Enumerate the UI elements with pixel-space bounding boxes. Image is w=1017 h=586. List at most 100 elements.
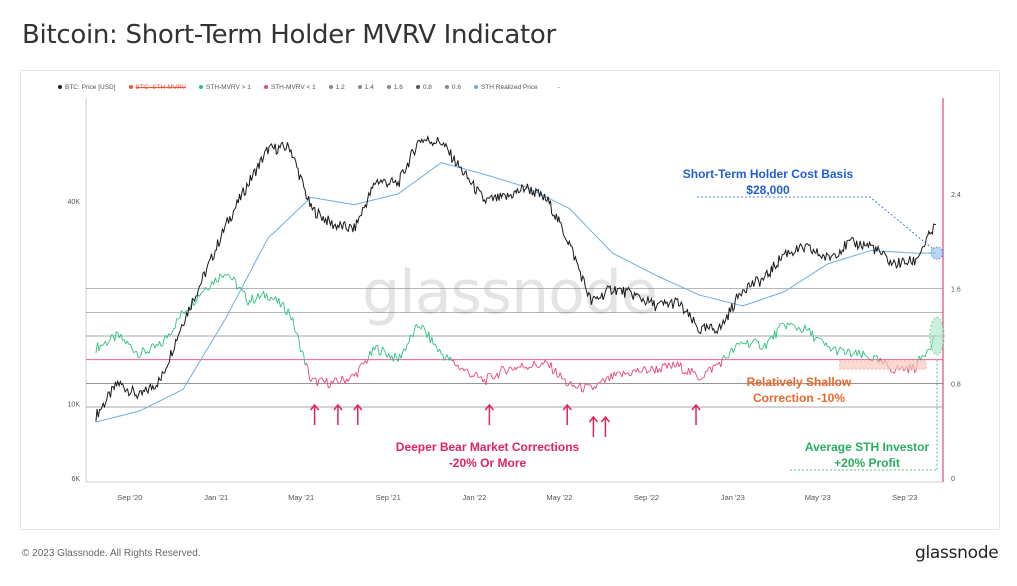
- legend-item[interactable]: -: [550, 81, 560, 93]
- legend-item[interactable]: 1.4: [357, 81, 374, 93]
- sth-mvrv-segment: [166, 333, 170, 339]
- sth-mvrv-segment: [762, 342, 766, 349]
- sth-mvrv-segment: [351, 373, 353, 376]
- sth-mvrv-segment: [610, 373, 613, 380]
- sth-mvrv-segment: [844, 352, 847, 355]
- sth-mvrv-segment: [386, 353, 390, 358]
- profit-highlight: [929, 316, 945, 356]
- sth-mvrv-segment: [356, 367, 360, 378]
- sth-mvrv-segment: [98, 344, 102, 352]
- legend-item[interactable]: 0.8: [415, 81, 432, 93]
- legend-label: BTC: STH-MVRV: [135, 83, 187, 91]
- sth-mvrv-segment: [575, 387, 578, 389]
- sth-mvrv-segment: [842, 348, 846, 355]
- sth-mvrv-segment: [123, 339, 127, 345]
- sth-mvrv-segment: [429, 337, 433, 344]
- sth-mvrv-segment: [775, 327, 778, 339]
- sth-mvrv-segment: [871, 355, 875, 362]
- legend-label: 1.6: [393, 83, 403, 91]
- sth-mvrv-segment: [100, 344, 103, 347]
- sth-mvrv-segment: [295, 332, 298, 334]
- sth-mvrv-segment: [785, 322, 789, 330]
- sth-mvrv-segment: [635, 367, 639, 373]
- sth-mvrv-segment: [922, 354, 924, 357]
- legend-dot-icon: [128, 85, 133, 89]
- legend-dot-icon: [444, 85, 449, 89]
- shallow-correction-highlight: [839, 360, 927, 370]
- sth-mvrv-segment: [538, 365, 541, 369]
- x-tick-label: Sep '23: [892, 493, 917, 502]
- sth-mvrv-segment: [644, 367, 648, 374]
- sth-mvrv-segment: [434, 343, 438, 348]
- sth-mvrv-segment: [716, 363, 718, 366]
- sth-mvrv-segment: [748, 344, 751, 349]
- sth-mvrv-segment: [406, 342, 409, 345]
- sth-mvrv-segment: [449, 356, 453, 361]
- sth-mvrv-segment: [328, 387, 330, 389]
- legend-item[interactable]: STH-MVRV > 1: [199, 81, 251, 93]
- sth-mvrv-segment: [222, 274, 226, 279]
- sth-mvrv-segment: [196, 294, 199, 302]
- sth-mvrv-segment: [839, 346, 843, 350]
- sth-mvrv-segment: [686, 367, 690, 375]
- legend-item[interactable]: 0.6: [444, 81, 461, 93]
- sth-mvrv-segment: [822, 340, 826, 346]
- x-tick-label: Jan '23: [721, 493, 745, 502]
- sth-mvrv-segment: [624, 372, 627, 375]
- sth-mvrv-segment: [665, 362, 668, 369]
- sth-mvrv-segment: [380, 346, 383, 355]
- sth-mvrv-segment: [383, 349, 387, 354]
- sth-mvrv-segment: [233, 276, 236, 281]
- legend-item[interactable]: 1.2: [328, 81, 345, 93]
- sth-mvrv-segment: [502, 366, 506, 371]
- sth-mvrv-segment: [680, 362, 683, 374]
- legend-item[interactable]: BTC: Price [USD]: [58, 81, 116, 93]
- chart-legend: BTC: Price [USD] BTC: STH-MVRV STH-MVRV > …: [58, 81, 560, 93]
- sth-mvrv-segment: [117, 332, 120, 339]
- sth-mvrv-segment: [263, 291, 266, 299]
- chart-frame: [20, 70, 1000, 530]
- sth-mvrv-segment: [235, 280, 238, 290]
- sth-mvrv-segment: [862, 350, 866, 356]
- sth-mvrv-segment: [864, 354, 867, 357]
- sth-mvrv-segment: [457, 364, 460, 370]
- sth-mvrv-segment: [657, 368, 660, 373]
- sth-mvrv-segment: [815, 336, 818, 339]
- sth-mvrv-segment: [171, 328, 175, 334]
- sth-mvrv-segment: [646, 371, 649, 374]
- sth-mvrv-segment: [170, 332, 173, 336]
- sth-mvrv-segment: [852, 352, 855, 355]
- sth-mvrv-segment: [671, 361, 674, 369]
- page-title: Bitcoin: Short-Term Holder MVRV Indicato…: [22, 20, 556, 50]
- sth-mvrv-segment: [349, 374, 352, 379]
- shallow-line2: Correction -10%: [752, 391, 846, 405]
- sth-mvrv-segment: [651, 365, 654, 370]
- sth-mvrv-segment: [321, 377, 325, 382]
- sth-mvrv-segment: [731, 347, 734, 353]
- sth-mvrv-segment: [831, 347, 835, 350]
- sth-mvrv-segment: [129, 344, 133, 349]
- sth-mvrv-segment: [835, 346, 838, 356]
- sth-mvrv-segment: [629, 374, 632, 377]
- sth-mvrv-segment: [293, 329, 297, 333]
- sth-mvrv-segment: [425, 331, 428, 338]
- correction-arrow-head: [562, 403, 572, 411]
- legend-item[interactable]: BTC: STH-MVRV: [128, 81, 187, 93]
- sth-mvrv-segment: [251, 294, 255, 304]
- sth-mvrv-segment: [640, 370, 643, 373]
- legend-item[interactable]: 1.6: [386, 81, 403, 93]
- sth-mvrv-segment: [344, 378, 348, 384]
- sth-mvrv-segment: [466, 369, 470, 373]
- sth-mvrv-segment: [552, 372, 555, 375]
- legend-dot-icon: [199, 85, 204, 89]
- legend-item[interactable]: STH-MVRV < 1: [263, 81, 316, 93]
- sth-mvrv-segment: [615, 371, 618, 377]
- cost-basis-marker: [930, 246, 944, 260]
- sth-mvrv-segment: [254, 297, 258, 303]
- sth-mvrv-segment: [827, 346, 830, 348]
- sth-mvrv-segment: [711, 365, 714, 373]
- legend-item[interactable]: STH Realized Price: [473, 81, 538, 93]
- sth-mvrv-segment: [162, 338, 165, 347]
- y-right-tick-label: 0: [951, 476, 955, 483]
- sth-mvrv-segment: [918, 355, 922, 361]
